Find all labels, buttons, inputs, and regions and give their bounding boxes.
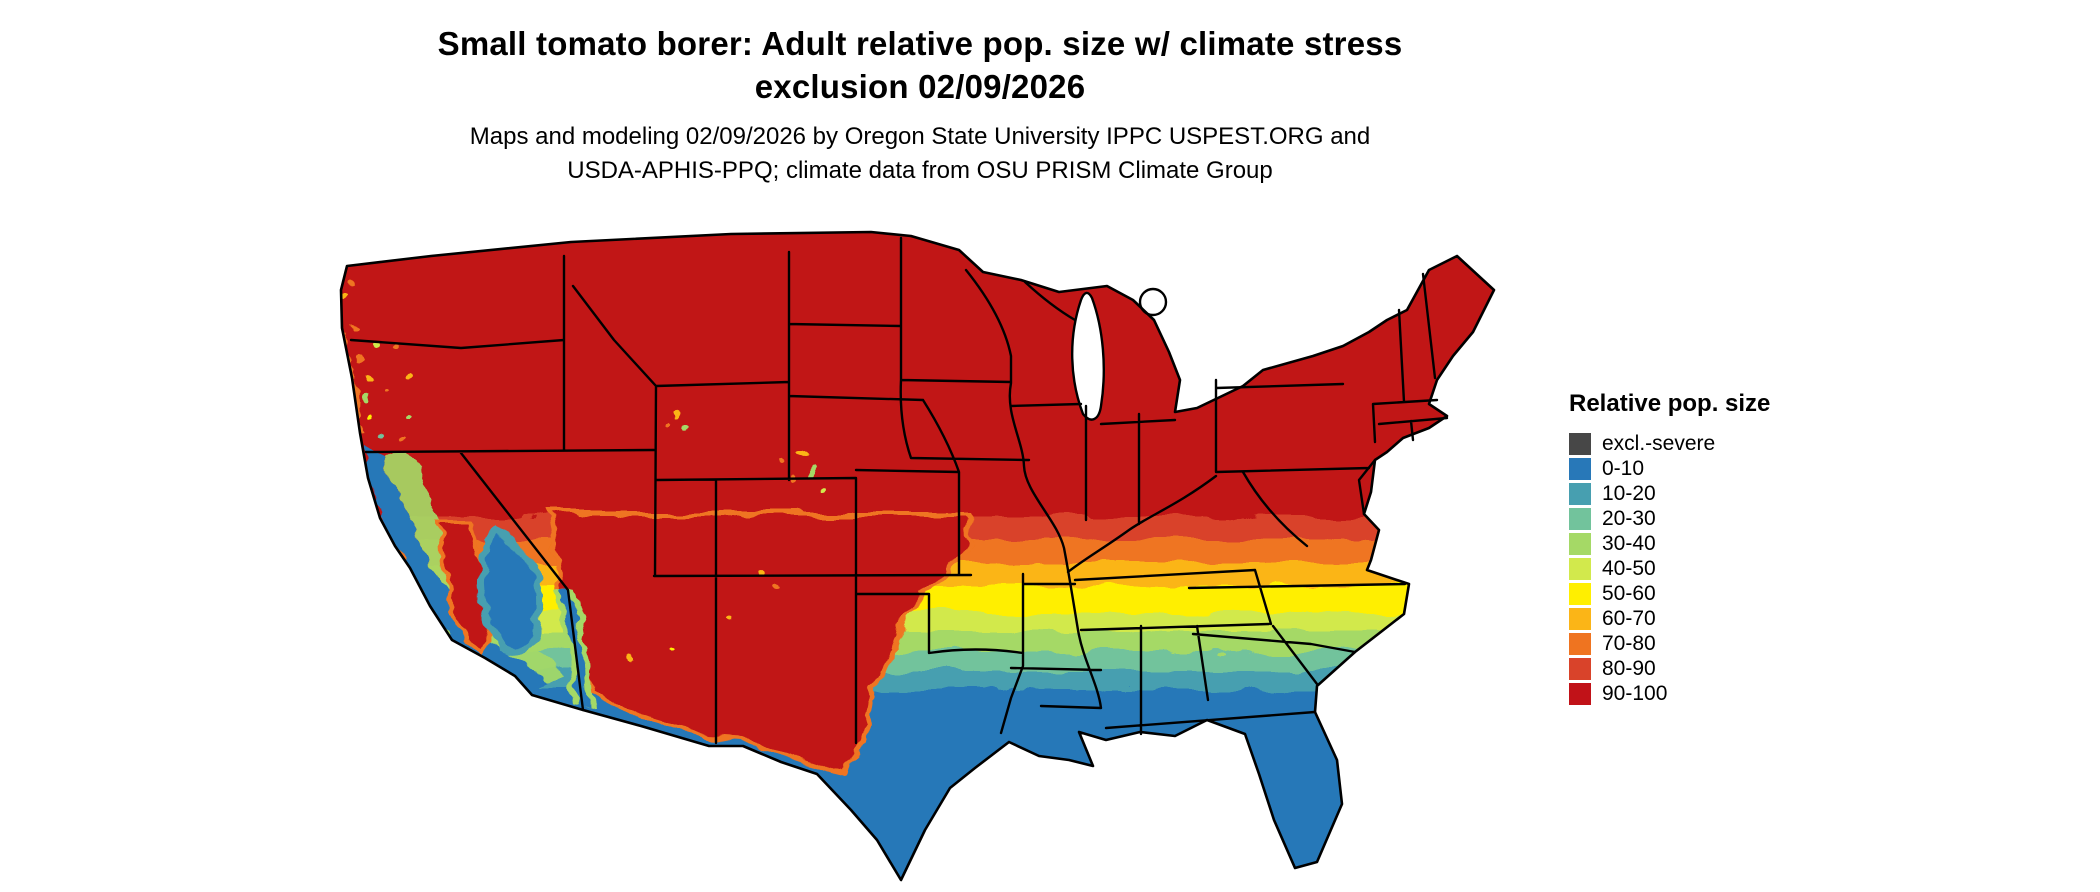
us-outline <box>339 230 1496 882</box>
legend-label: 70-80 <box>1602 631 1656 655</box>
subtitle-line-2: USDA-APHIS-PPQ; climate data from OSU PR… <box>567 157 1273 184</box>
legend-swatch <box>1569 582 1591 605</box>
legend-item: 0-10 <box>1569 456 1770 481</box>
legend-swatch <box>1569 432 1591 455</box>
legend-label: 40-50 <box>1602 556 1656 580</box>
title-line-1: Small tomato borer: Adult relative pop. … <box>437 25 1403 62</box>
california-coast-low-patch <box>363 443 549 694</box>
title-line-2: exclusion 02/09/2026 <box>754 68 1086 105</box>
legend-swatch <box>1569 507 1591 530</box>
legend-item: 70-80 <box>1569 631 1770 656</box>
legend-label: 0-10 <box>1602 456 1645 480</box>
legend-item: 50-60 <box>1569 581 1770 606</box>
legend-label: 30-40 <box>1602 531 1656 555</box>
map-fill <box>341 232 1494 880</box>
legend-swatch <box>1569 657 1591 680</box>
legend-swatch <box>1569 457 1591 480</box>
great-lakes <box>1070 287 1168 421</box>
legend-swatch <box>1569 632 1591 655</box>
legend-item: 20-30 <box>1569 506 1770 531</box>
legend-swatch <box>1569 607 1591 630</box>
legend-item: 40-50 <box>1569 556 1770 581</box>
legend-item: 90-100 <box>1569 681 1770 706</box>
legend-swatch <box>1569 557 1591 580</box>
lake-michigan <box>1070 291 1105 421</box>
legend-label: 50-60 <box>1602 581 1656 605</box>
legend-item: 30-40 <box>1569 531 1770 556</box>
legend-label: 20-30 <box>1602 506 1656 530</box>
california-inner-green-fringe <box>385 450 561 686</box>
subtitle-line-1: Maps and modeling 02/09/2026 by Oregon S… <box>469 123 1371 150</box>
legend-item: excl.-severe <box>1569 431 1770 456</box>
state-borders <box>349 236 1449 745</box>
legend-swatch <box>1569 482 1591 505</box>
legend-item: 60-70 <box>1569 606 1770 631</box>
legend-item: 10-20 <box>1569 481 1770 506</box>
legend-swatch <box>1569 532 1591 555</box>
legend-label: 80-90 <box>1602 656 1656 680</box>
lake-huron <box>1138 287 1168 317</box>
legend-items: excl.-severe 0-10 10-20 20-30 30-40 40-50 50-6… <box>1569 431 1770 706</box>
figure-subtitle: Maps and modeling 02/09/2026 by Oregon S… <box>0 120 1840 188</box>
sierra-nevada-cool-patch <box>477 523 544 655</box>
legend-label: 10-20 <box>1602 481 1656 505</box>
legend: Relative pop. size excl.-severe 0-10 10-20… <box>1569 390 1770 706</box>
us-map <box>339 230 1496 882</box>
mountain-speckles <box>341 278 826 661</box>
legend-title: Relative pop. size <box>1569 390 1771 417</box>
legend-label: excl.-severe <box>1602 431 1716 455</box>
legend-label: 90-100 <box>1602 681 1668 705</box>
legend-label: 60-70 <box>1602 606 1656 630</box>
legend-swatch <box>1569 682 1591 705</box>
figure-title: Small tomato borer: Adult relative pop. … <box>0 22 1840 108</box>
central-valley-hot-streak <box>436 522 492 656</box>
legend-item: 80-90 <box>1569 656 1770 681</box>
